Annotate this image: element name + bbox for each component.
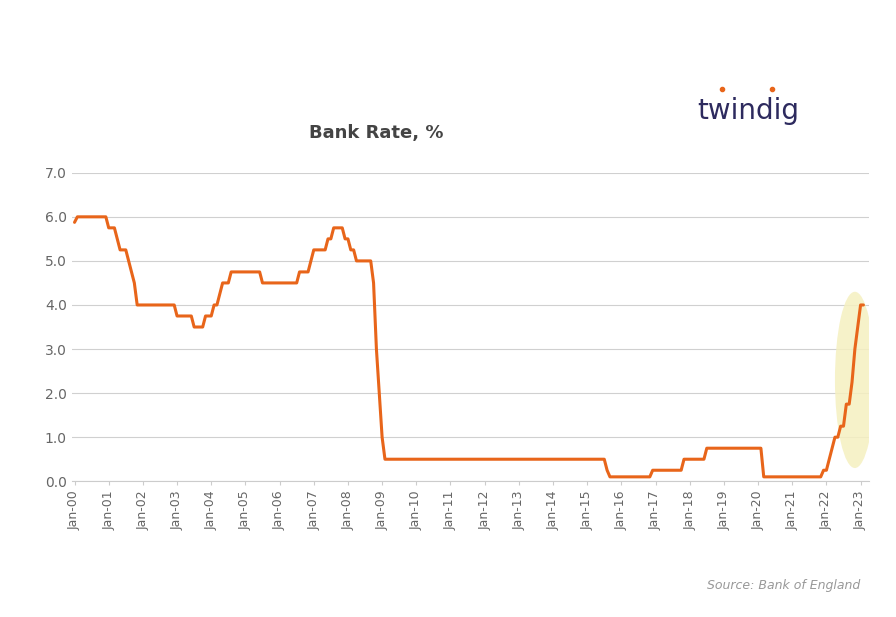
Ellipse shape	[835, 292, 874, 468]
Text: Source: Bank of England: Source: Bank of England	[707, 579, 860, 592]
Text: Bank Rate, %: Bank Rate, %	[309, 124, 444, 142]
Text: twindig: twindig	[697, 97, 799, 125]
